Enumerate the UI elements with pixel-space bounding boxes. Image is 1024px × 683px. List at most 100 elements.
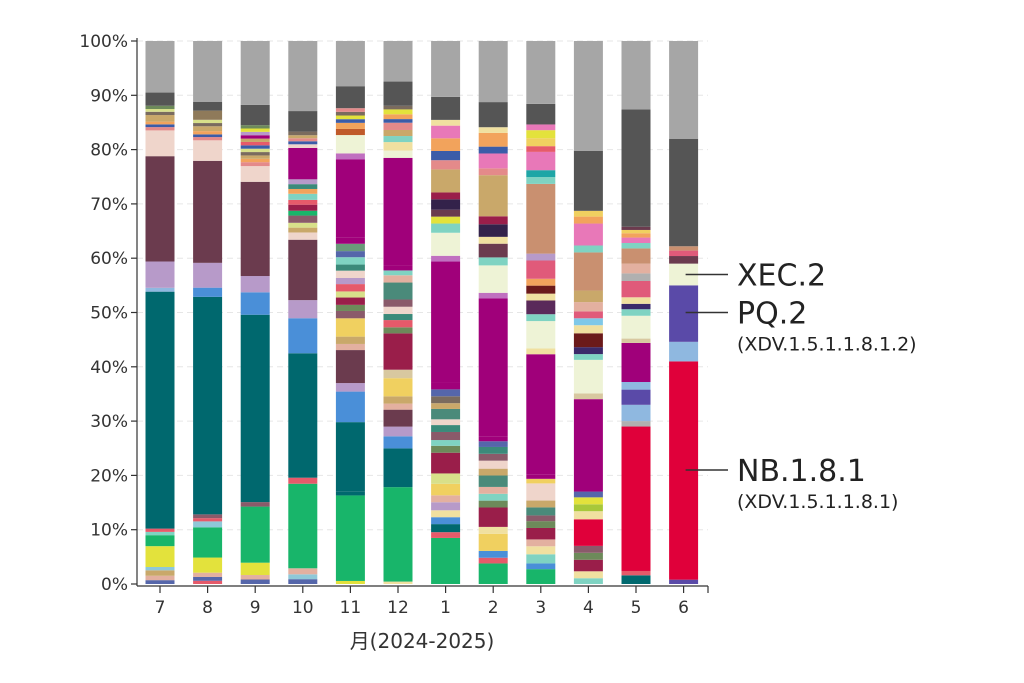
bar-segment — [621, 338, 651, 343]
bar-segment — [145, 531, 175, 536]
bar-segment — [288, 131, 318, 136]
bar-segment — [288, 239, 318, 301]
bar-segment — [288, 184, 318, 189]
bar-segment — [526, 521, 556, 528]
bar-segment — [335, 318, 365, 337]
bar-segment — [526, 546, 556, 555]
bar-segment — [526, 170, 556, 178]
bar-segment — [526, 278, 556, 286]
bar-segment — [335, 383, 365, 392]
bar-segment — [621, 575, 651, 584]
bar-segment — [669, 256, 699, 264]
bar-segment — [669, 579, 699, 584]
bar-segment — [573, 302, 603, 312]
bar-segment — [478, 441, 508, 447]
y-tick-label: 100% — [79, 32, 128, 52]
bar-segment — [478, 446, 508, 454]
bar-segment — [526, 474, 556, 479]
bar-segment — [193, 123, 223, 127]
bar-segment — [240, 562, 270, 576]
bar-segment — [145, 109, 175, 112]
bar-segment — [383, 119, 413, 123]
bar-segment — [478, 298, 508, 437]
bar-segment — [431, 209, 461, 217]
bar-segment — [193, 101, 223, 111]
x-tick-label: 3 — [535, 598, 546, 618]
bar-9 — [240, 41, 270, 584]
bar-segment — [383, 81, 413, 106]
bar-segment — [335, 297, 365, 305]
bar-segment — [288, 210, 318, 216]
bar-segment — [288, 300, 318, 319]
bar-segment — [288, 204, 318, 211]
bar-segment — [621, 273, 651, 282]
bar-segment — [573, 354, 603, 360]
bar-segment — [240, 125, 270, 129]
bar-segment — [431, 403, 461, 409]
bar-segment — [288, 574, 318, 580]
bar-segment — [431, 425, 461, 432]
bar-segment — [526, 146, 556, 152]
bar-segment — [193, 262, 223, 288]
bar-segment — [431, 382, 461, 390]
bar-segment — [145, 566, 175, 571]
bar-segment — [431, 119, 461, 126]
bar-segment — [240, 575, 270, 580]
bar-segment — [383, 270, 413, 276]
bar-segment — [383, 306, 413, 315]
bar-segment — [526, 500, 556, 508]
bar-segment — [193, 572, 223, 577]
bar-segment — [669, 250, 699, 257]
bar-segment — [240, 579, 270, 584]
bar-segment — [478, 175, 508, 217]
bar-segment — [193, 514, 223, 519]
bar-segment — [621, 309, 651, 316]
y-tick-label: 70% — [90, 195, 128, 215]
bar-segment — [335, 86, 365, 109]
bar-segment — [526, 41, 556, 104]
bar-segment — [193, 521, 223, 528]
bar-segment — [145, 287, 175, 292]
bar-segment — [669, 285, 699, 342]
bar-segment — [383, 448, 413, 488]
x-tick-label: 8 — [202, 598, 213, 618]
bars — [145, 41, 699, 584]
y-tick-label: 40% — [90, 358, 128, 378]
annotation-sublabel: (XDV.1.5.1.1.8.1.2) — [737, 334, 917, 356]
y-tick-label: 50% — [90, 304, 128, 324]
bar-segment — [335, 122, 365, 129]
y-tick-label: 10% — [90, 521, 128, 541]
bar-segment — [335, 495, 365, 581]
bar-segment — [573, 223, 603, 246]
bar-segment — [478, 292, 508, 299]
y-tick-label: 20% — [90, 466, 128, 486]
x-tick-label: 9 — [250, 598, 261, 618]
bar-segment — [478, 236, 508, 244]
bar-segment — [573, 41, 603, 151]
bar-segment — [526, 183, 556, 254]
bar-segment — [383, 109, 413, 115]
x-tick-label: 5 — [631, 598, 642, 618]
bar-segment — [431, 419, 461, 426]
bar-segment — [240, 162, 270, 167]
bar-segment — [383, 105, 413, 110]
bar-segment — [526, 130, 556, 139]
bar-segment — [288, 483, 318, 569]
bar-7 — [145, 41, 175, 584]
bar-segment — [431, 160, 461, 170]
bar-segment — [335, 310, 365, 319]
bar-segment — [573, 393, 603, 400]
bar-segment — [478, 243, 508, 258]
bar-segment — [478, 102, 508, 128]
bar-segment — [478, 168, 508, 176]
bar-segment — [526, 507, 556, 516]
bar-segment — [573, 552, 603, 560]
bar-segment — [478, 127, 508, 133]
bar-segment — [478, 486, 508, 494]
bar-segment — [383, 157, 413, 266]
bar-6 — [669, 41, 699, 584]
annotation-sublabel: (XDV.1.5.1.1.8.1) — [737, 491, 898, 513]
bar-segment — [240, 314, 270, 503]
bar-segment — [335, 251, 365, 258]
bar-segment — [621, 570, 651, 576]
